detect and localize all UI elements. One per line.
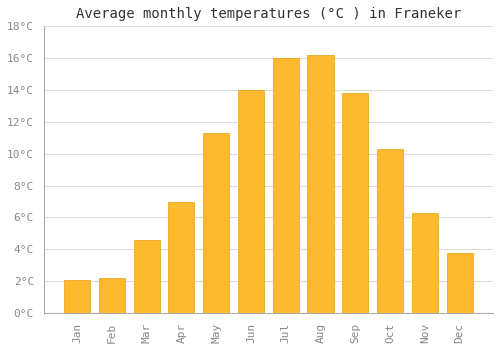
Bar bbox=[308, 55, 334, 313]
Bar bbox=[64, 280, 90, 313]
Bar bbox=[99, 278, 125, 313]
Bar bbox=[446, 253, 472, 313]
Bar bbox=[342, 93, 368, 313]
Bar bbox=[412, 213, 438, 313]
Bar bbox=[168, 202, 194, 313]
Bar bbox=[134, 240, 160, 313]
Bar bbox=[238, 90, 264, 313]
Bar bbox=[272, 58, 299, 313]
Title: Average monthly temperatures (°C ) in Franeker: Average monthly temperatures (°C ) in Fr… bbox=[76, 7, 461, 21]
Bar bbox=[377, 149, 403, 313]
Bar bbox=[203, 133, 229, 313]
